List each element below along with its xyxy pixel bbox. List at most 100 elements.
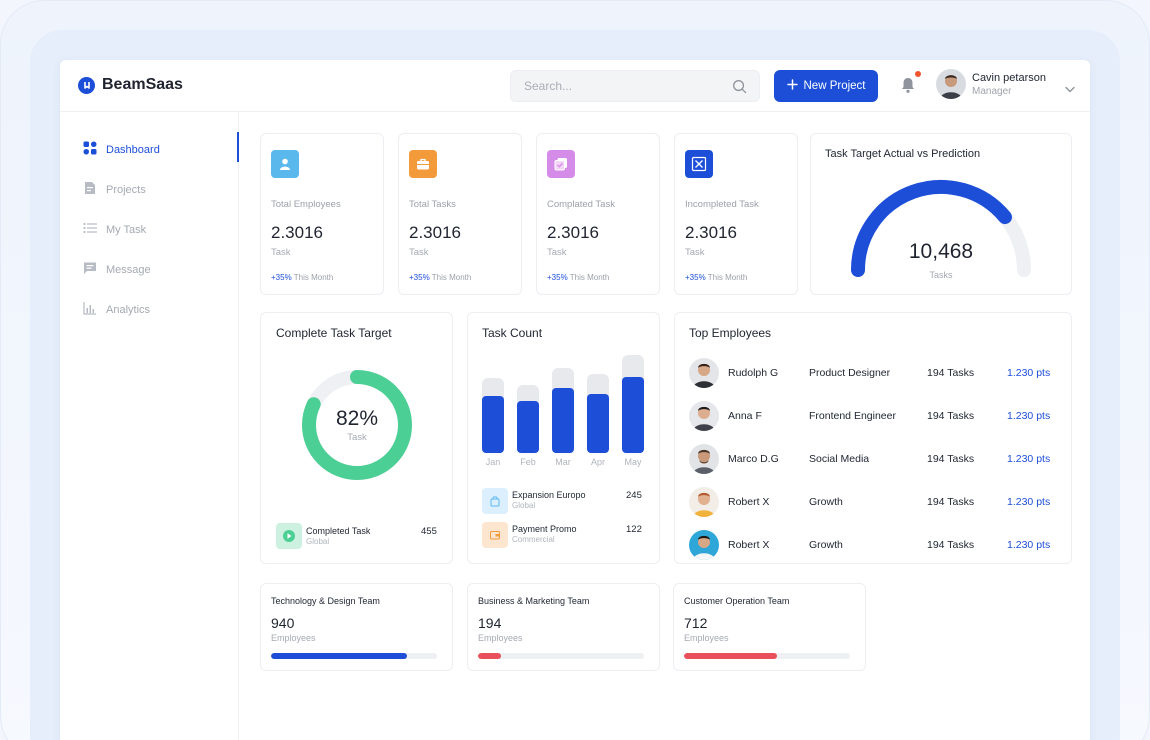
checklist-icon — [547, 150, 575, 178]
legend-value: 122 — [626, 524, 642, 535]
table-row[interactable]: Anna F Frontend Engineer 194 Tasks 1.230… — [675, 400, 1085, 432]
donut-unit: Task — [347, 432, 367, 443]
employee-role: Social Media — [809, 453, 870, 465]
user-role: Manager — [972, 86, 1012, 97]
new-project-label: New Project — [803, 80, 866, 92]
stat-label: Incompleted Task — [685, 199, 759, 210]
employee-points: 1.230 pts — [1007, 410, 1051, 422]
employee-name: Anna F — [728, 410, 762, 422]
task-legend-item: Expansion Europo Global — [512, 490, 586, 510]
sidebar-item-analytics[interactable]: Analytics — [83, 301, 150, 318]
sidebar-item-label: Analytics — [106, 303, 151, 316]
dashboard-icon — [83, 141, 97, 158]
x-tick-label: Apr — [591, 457, 605, 467]
analytics-icon — [83, 301, 97, 318]
team-unit: Employees — [478, 633, 523, 643]
avatar — [689, 444, 719, 474]
avatar[interactable] — [936, 69, 966, 99]
search-icon[interactable] — [732, 79, 747, 99]
stat-value: 2.3016 — [685, 223, 737, 242]
plus-icon — [786, 79, 798, 93]
team-progress-track — [478, 653, 644, 659]
team-card-business[interactable]: Business & Marketing Team 194 Employees — [467, 583, 660, 671]
stat-value: 2.3016 — [409, 223, 461, 242]
new-project-button[interactable]: New Project — [774, 70, 878, 102]
team-count: 940 — [271, 615, 295, 631]
x-tick-label: Mar — [555, 457, 571, 467]
sidebar-item-dashboard[interactable]: Dashboard — [83, 141, 160, 158]
sidebar-item-label: Dashboard — [106, 143, 160, 156]
bar-value — [552, 388, 574, 453]
sidebar-item-message[interactable]: Message — [83, 261, 151, 278]
donut-title: Complete Task Target — [276, 326, 392, 340]
briefcase-icon — [409, 150, 437, 178]
table-row[interactable]: Rudolph G Product Designer 194 Tasks 1.2… — [675, 357, 1085, 389]
team-card-customer-operation[interactable]: Customer Operation Team 712 Employees — [673, 583, 866, 671]
change-period: This Month — [569, 273, 610, 282]
donut-fill — [302, 370, 412, 480]
team-title: Customer Operation Team — [684, 596, 790, 606]
table-row[interactable]: Marco D.G Social Media 194 Tasks 1.230 p… — [675, 443, 1085, 475]
stat-value: 2.3016 — [547, 223, 599, 242]
legend-sub: Global — [512, 501, 536, 510]
legend-value: 455 — [421, 526, 437, 537]
team-card-technology[interactable]: Technology & Design Team 940 Employees — [260, 583, 453, 671]
chevron-down-icon[interactable] — [1065, 80, 1075, 98]
gauge-title: Task Target Actual vs Prediction — [825, 148, 981, 160]
employee-tasks: 194 Tasks — [927, 367, 975, 379]
stat-card-incompleted-task[interactable]: Incompleted Task 2.3016 Task +35% This M… — [674, 133, 798, 295]
task-legend-item: Payment Promo Commercial — [512, 524, 577, 544]
donut-value: 82% — [335, 407, 379, 430]
sidebar: Dashboard Projects My Task Message — [60, 112, 239, 740]
team-unit: Employees — [684, 633, 729, 643]
stat-value: 2.3016 — [271, 223, 323, 242]
stat-label: Total Employees — [271, 199, 341, 210]
gauge-fill — [851, 179, 1012, 277]
stat-change: +35% This Month — [547, 273, 609, 282]
brand-logo[interactable]: BeamSaas — [78, 76, 183, 94]
donut-legend: Completed Task Global — [306, 526, 370, 546]
complete-task-card: Complete Task Target 82% Task Completed … — [260, 312, 453, 564]
stat-change: +35% This Month — [685, 273, 747, 282]
bell-icon[interactable] — [900, 76, 916, 99]
table-row[interactable]: Robert X Growth 194 Tasks 1.230 pts — [675, 529, 1085, 561]
stat-unit: Task — [685, 247, 705, 258]
table-row[interactable]: Robert X Growth 194 Tasks 1.230 pts — [675, 486, 1085, 518]
stat-change: +35% This Month — [409, 273, 471, 282]
bar-value — [587, 394, 609, 453]
sidebar-item-my-task[interactable]: My Task — [83, 221, 146, 238]
employee-role: Frontend Engineer — [809, 410, 896, 422]
x-tick-label: May — [624, 457, 642, 467]
change-percent: +35% — [409, 273, 430, 282]
x-tick-label: Feb — [520, 457, 536, 467]
legend-label: Expansion Europo — [512, 490, 586, 500]
change-period: This Month — [293, 273, 334, 282]
stat-unit: Task — [547, 247, 567, 258]
employee-points: 1.230 pts — [1007, 367, 1051, 379]
active-nav-indicator — [237, 132, 239, 162]
stat-card-completed-task[interactable]: Complated Task 2.3016 Task +35% This Mon… — [536, 133, 660, 295]
team-progress-track — [684, 653, 850, 659]
bag-icon — [482, 488, 508, 514]
gauge-value: 10,468 — [908, 240, 974, 263]
donut-chart — [302, 370, 412, 480]
wallet-icon — [482, 522, 508, 548]
stat-card-total-employees[interactable]: Total Employees 2.3016 Task +35% This Mo… — [260, 133, 384, 295]
top-bar: BeamSaas New Project Cavin petarson Mana… — [60, 60, 1090, 112]
task-count-card: Task Count Jan Feb Mar Apr May Expansion Eur… — [467, 312, 660, 564]
legend-label: Payment Promo — [512, 524, 577, 534]
app-window: BeamSaas New Project Cavin petarson Mana… — [60, 60, 1090, 740]
user-name[interactable]: Cavin petarson — [972, 72, 1046, 84]
sidebar-item-label: My Task — [106, 223, 147, 236]
avatar — [689, 487, 719, 517]
legend-sub: Global — [306, 537, 330, 546]
employee-points: 1.230 pts — [1007, 453, 1051, 465]
search-input[interactable] — [511, 71, 711, 101]
legend-value: 245 — [626, 490, 642, 501]
stat-card-total-tasks[interactable]: Total Tasks 2.3016 Task +35% This Month — [398, 133, 522, 295]
team-progress-fill — [478, 653, 502, 659]
logo-icon — [78, 76, 95, 94]
notification-dot — [915, 71, 921, 77]
sidebar-item-projects[interactable]: Projects — [83, 181, 146, 198]
stat-label: Total Tasks — [409, 199, 456, 210]
